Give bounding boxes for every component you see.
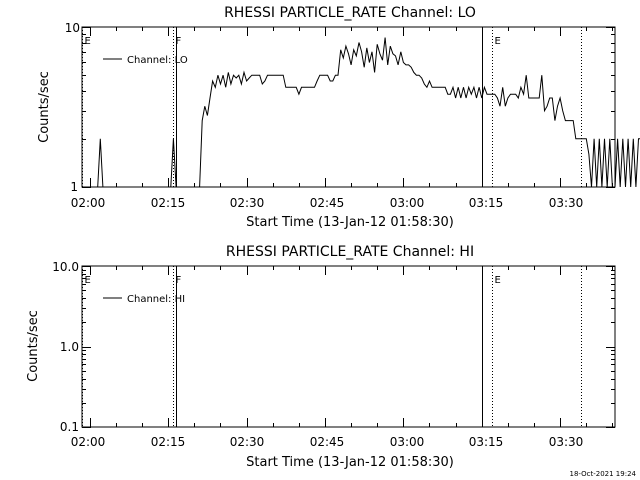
panel-hi-x-tick-label: 02:30 [230, 435, 265, 449]
panel-hi-y-axis-label: Counts/sec [26, 310, 41, 382]
series-line-lo [92, 37, 640, 188]
panel-lo: RHESSI PARTICLE_RATE Channel: LO Counts/… [37, 5, 640, 230]
panel-lo-legend: Channel: LO [103, 55, 188, 66]
axis-tick-marks [82, 27, 615, 428]
generation-timestamp: 18-Oct-2021 19:24 [570, 470, 637, 478]
panel-lo-x-tick-label: 03:00 [390, 196, 425, 210]
panel-hi-x-tick-label: 03:30 [549, 435, 584, 449]
panel-hi-x-tick-label: 02:00 [71, 435, 106, 449]
panel-lo-y-axis-label: Counts/sec [37, 71, 52, 143]
panel-hi-y-tick-label-10.0: 10.0 [52, 260, 79, 274]
time-marker-label: E [85, 36, 91, 47]
panel-hi-y-tick-label-1.0: 1.0 [60, 340, 79, 354]
panel-lo-x-tick-label: 03:30 [549, 196, 584, 210]
panel-hi-title: RHESSI PARTICLE_RATE Channel: HI [226, 244, 474, 260]
panel-lo-x-tick-label: 03:15 [469, 196, 504, 210]
panel-hi-x-tick-label: 03:00 [390, 435, 425, 449]
panel-hi-x-tick-label: 03:15 [469, 435, 504, 449]
panel-hi-x-axis-label: Start Time (13-Jan-12 01:58:30) [246, 455, 454, 470]
panel-lo-x-tick-labels: 02:00 02:15 02:30 02:45 03:00 03:15 03:3… [71, 196, 584, 210]
panel-lo-legend-label: Channel: LO [127, 55, 188, 66]
panel-lo-x-axis-label: Start Time (13-Jan-12 01:58:30) [246, 215, 454, 230]
panel-lo-title: RHESSI PARTICLE_RATE Channel: LO [224, 5, 476, 21]
panel-hi-legend: Channel: HI [103, 294, 185, 305]
panel-hi: RHESSI PARTICLE_RATE Channel: HI Counts/… [26, 244, 616, 470]
panel-hi-x-tick-label: 02:15 [151, 435, 186, 449]
time-marker-label: F [176, 36, 182, 47]
panel-hi-x-tick-labels: 02:00 02:15 02:30 02:45 03:00 03:15 03:3… [71, 435, 584, 449]
panel-hi-x-tick-label: 02:45 [310, 435, 345, 449]
panel-hi-legend-label: Channel: HI [127, 294, 185, 305]
panel-lo-x-tick-label: 02:00 [71, 196, 106, 210]
panel-hi-plot-frame [81, 265, 616, 428]
panel-lo-y-tick-label-1: 1 [70, 180, 78, 194]
panel-lo-series [92, 37, 640, 188]
panel-lo-plot-frame [81, 26, 616, 188]
panel-hi-y-tick-label-0.1: 0.1 [60, 420, 79, 434]
panel-lo-x-tick-label: 02:45 [310, 196, 345, 210]
panel-lo-x-tick-label: 02:15 [151, 196, 186, 210]
time-marker-label: E [495, 275, 501, 286]
time-marker-label: E [495, 36, 501, 47]
panel-lo-x-tick-label: 02:30 [230, 196, 265, 210]
panel-lo-y-tick-label-10: 10 [65, 21, 80, 35]
time-marker-label: E [85, 275, 91, 286]
time-marker-label: F [176, 275, 182, 286]
